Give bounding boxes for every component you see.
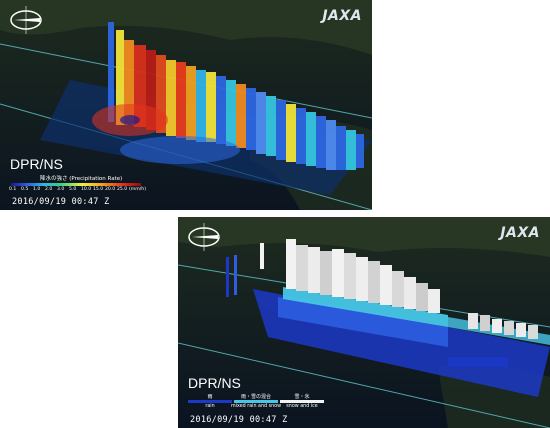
colorbar-tick: 1.0: [33, 187, 41, 192]
legend-label-ja: 雨・雪の混合: [240, 394, 271, 400]
colorbar-tick: 15.0: [93, 187, 104, 192]
legend-snow-ice: 雪・氷 snow and ice: [280, 393, 324, 411]
timestamp: 2016/09/19 00:47 Z: [190, 415, 288, 425]
compass-icon: [188, 223, 220, 251]
legend-label-en: snow and ice: [286, 404, 318, 409]
precipitation-rate-panel: JAXA DPR/NS 降水の強さ (Precipitation Rate) 0…: [0, 0, 372, 210]
legend-label-en: mixed rain and snow: [231, 404, 281, 409]
product-label: DPR/NS: [188, 375, 241, 391]
precipitation-type-legend: 雨 rain 雨・雪の混合 mixed rain and snow 雪・氷 sn…: [188, 393, 324, 411]
colorbar-tick: 3.0: [57, 187, 65, 192]
precipitation-type-panel: JAXA DPR/NS 雨 rain 雨・雪の混合 mixed rain and…: [178, 217, 550, 428]
colorbar-title: 降水の強さ (Precipitation Rate): [40, 176, 123, 182]
product-label: DPR/NS: [10, 156, 63, 172]
colorbar-tick: 0.5: [21, 187, 29, 192]
jaxa-logo: JAXA: [322, 8, 362, 24]
timestamp: 2016/09/19 00:47 Z: [12, 197, 110, 207]
precipitation-colorbar: [11, 183, 141, 186]
precipitation-type-3d-view: [178, 217, 550, 428]
colorbar-tick: 5.0: [69, 187, 77, 192]
colorbar-tick: 0.1: [9, 187, 17, 192]
legend-swatch: [234, 400, 278, 403]
colorbar-tick: 25.0: [117, 187, 128, 192]
jaxa-logo: JAXA: [500, 225, 540, 241]
colorbar-tick: 20.0: [105, 187, 116, 192]
colorbar-tick: 2.0: [45, 187, 53, 192]
legend-label-en: rain: [205, 404, 215, 409]
legend-swatch: [280, 400, 324, 403]
legend-swatch: [188, 400, 232, 403]
legend-label-ja: 雨: [207, 394, 213, 400]
legend-mixed: 雨・雪の混合 mixed rain and snow: [231, 393, 281, 411]
colorbar-ticks: 0.1 0.5 1.0 2.0 3.0 5.0 10.0 15.0 20.0 2…: [9, 187, 159, 192]
precipitation-rate-3d-view: [0, 0, 372, 210]
compass-icon: [10, 6, 42, 34]
legend-rain: 雨 rain: [188, 393, 232, 411]
legend-label-ja: 雪・氷: [294, 394, 310, 400]
colorbar-unit: (mm/h): [129, 187, 146, 192]
colorbar-tick: 10.0: [81, 187, 92, 192]
